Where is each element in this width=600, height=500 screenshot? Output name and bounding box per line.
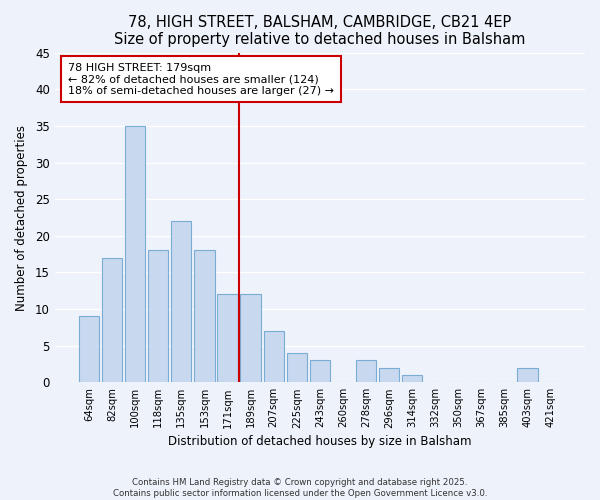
Text: 78 HIGH STREET: 179sqm
← 82% of detached houses are smaller (124)
18% of semi-de: 78 HIGH STREET: 179sqm ← 82% of detached…: [68, 62, 334, 96]
Bar: [517, 368, 538, 382]
Bar: [402, 375, 422, 382]
X-axis label: Distribution of detached houses by size in Balsham: Distribution of detached houses by size …: [168, 434, 472, 448]
Bar: [310, 360, 330, 382]
Bar: [217, 294, 238, 382]
Bar: [379, 368, 399, 382]
Bar: [194, 250, 215, 382]
Bar: [79, 316, 99, 382]
Bar: [263, 331, 284, 382]
Y-axis label: Number of detached properties: Number of detached properties: [15, 124, 28, 310]
Bar: [102, 258, 122, 382]
Bar: [125, 126, 145, 382]
Title: 78, HIGH STREET, BALSHAM, CAMBRIDGE, CB21 4EP
Size of property relative to detac: 78, HIGH STREET, BALSHAM, CAMBRIDGE, CB2…: [114, 15, 526, 48]
Text: Contains HM Land Registry data © Crown copyright and database right 2025.
Contai: Contains HM Land Registry data © Crown c…: [113, 478, 487, 498]
Bar: [148, 250, 169, 382]
Bar: [356, 360, 376, 382]
Bar: [287, 353, 307, 382]
Bar: [241, 294, 261, 382]
Bar: [171, 221, 191, 382]
